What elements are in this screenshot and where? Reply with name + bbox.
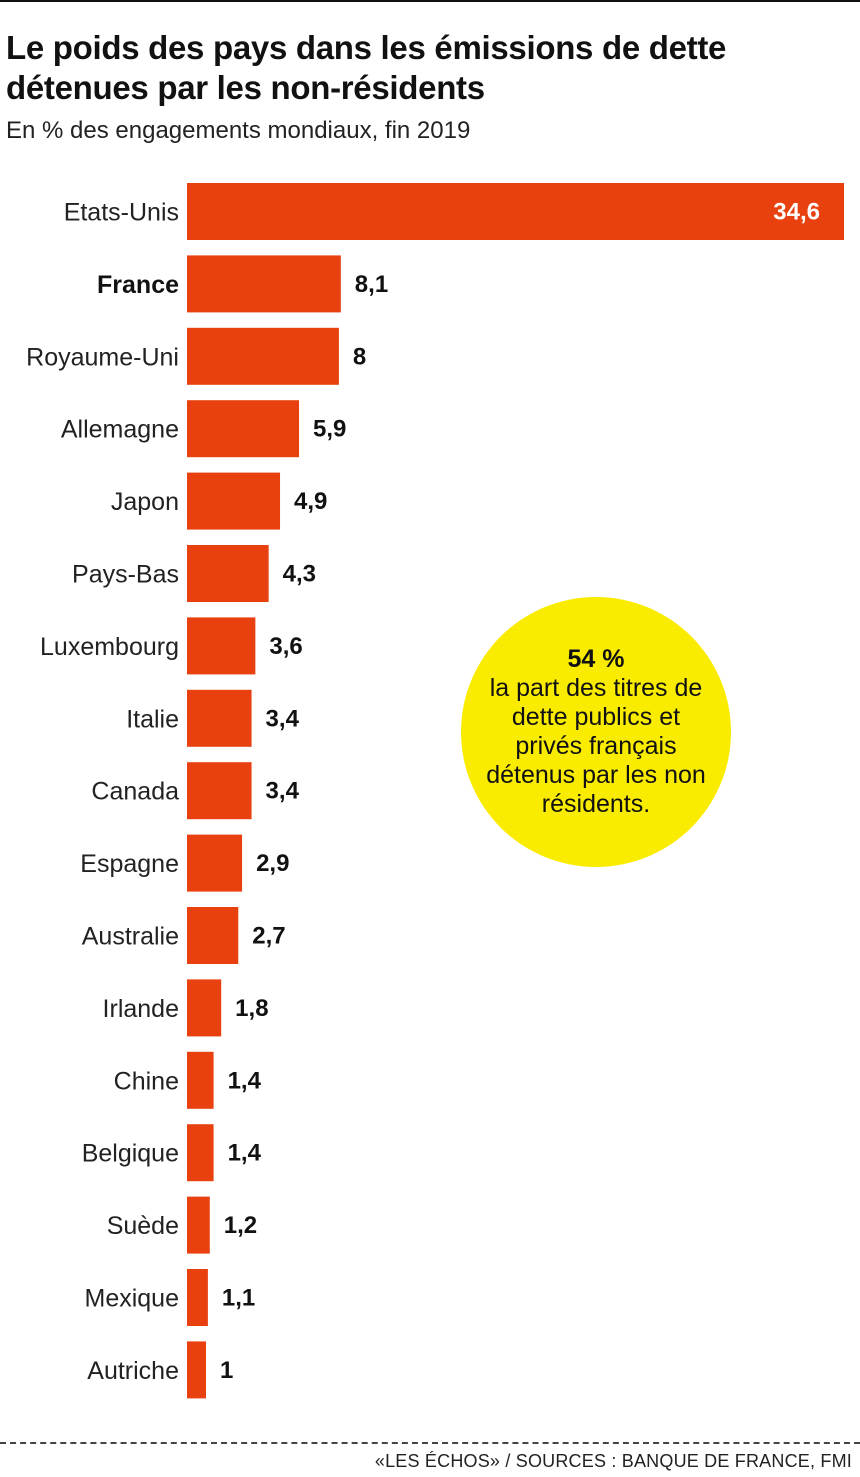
- category-label-france: France: [97, 271, 179, 299]
- bar-australie: [187, 907, 239, 964]
- bar-france: [187, 255, 341, 313]
- callout-circle: 54 % la part des titres de dette publics…: [461, 597, 731, 867]
- bar-belgique: [187, 1124, 214, 1182]
- category-label-mexique: Mexique: [85, 1285, 180, 1313]
- bar-allemagne: [187, 400, 300, 458]
- bar-irlande: [187, 979, 222, 1037]
- bar-canada: [187, 762, 252, 820]
- value-label-belgique: 1,4: [228, 1140, 262, 1167]
- bar-royaume-uni: [187, 327, 339, 385]
- value-label-allemagne: 5,9: [313, 416, 346, 443]
- bar-chine: [187, 1051, 214, 1109]
- bar-suede: [187, 1196, 210, 1254]
- value-label-australie: 2,7: [252, 923, 285, 950]
- value-label-japon: 4,9: [294, 488, 327, 515]
- top-rule: [0, 0, 860, 2]
- category-label-luxembourg: Luxembourg: [40, 633, 179, 661]
- chart-title: Le poids des pays dans les émissions de …: [6, 29, 727, 106]
- category-label-pays-bas: Pays-Bas: [72, 561, 179, 589]
- chart-subtitle: En % des engagements mondiaux, fin 2019: [6, 117, 471, 144]
- value-label-pays-bas: 4,3: [283, 561, 316, 588]
- bar-autriche: [187, 1341, 206, 1399]
- callout-text: la part des titres de dette publics et p…: [486, 674, 706, 818]
- bar-pays-bas: [187, 545, 269, 602]
- value-label-etats-unis: 34,6: [773, 199, 820, 226]
- callout-number: 54 %: [567, 645, 625, 673]
- value-label-chine: 1,4: [228, 1067, 262, 1094]
- bar-japon: [187, 472, 281, 530]
- value-label-luxembourg: 3,6: [269, 633, 302, 660]
- value-label-irlande: 1,8: [235, 995, 268, 1022]
- source-credit: «LES ÉCHOS» / SOURCES : BANQUE DE FRANCE…: [374, 1451, 852, 1471]
- category-label-chine: Chine: [114, 1067, 179, 1095]
- bar-etats-unis: [187, 183, 844, 240]
- bar-mexique: [187, 1269, 208, 1326]
- category-label-australie: Australie: [82, 923, 179, 951]
- category-label-canada: Canada: [91, 778, 179, 806]
- bar-chart: Etats-Unis 34,6 France 8,1 Royaume-Uni 8 Allem…: [26, 183, 844, 1399]
- value-label-suede: 1,2: [224, 1212, 257, 1239]
- value-label-canada: 3,4: [266, 778, 300, 805]
- category-label-belgique: Belgique: [82, 1140, 179, 1168]
- category-label-etats-unis: Etats-Unis: [64, 199, 179, 227]
- category-label-espagne: Espagne: [80, 850, 179, 878]
- bar-espagne: [187, 834, 243, 892]
- footer-divider: [0, 1442, 860, 1444]
- value-label-france: 8,1: [355, 271, 388, 298]
- category-label-royaume-uni: Royaume-Uni: [26, 343, 179, 371]
- category-label-japon: Japon: [111, 488, 179, 516]
- bar-italie: [187, 689, 252, 747]
- category-label-suede: Suède: [107, 1212, 179, 1240]
- value-label-autriche: 1: [220, 1357, 233, 1384]
- category-label-irlande: Irlande: [103, 995, 179, 1023]
- value-label-italie: 3,4: [266, 705, 300, 732]
- category-label-italie: Italie: [126, 705, 179, 733]
- value-label-espagne: 2,9: [256, 850, 289, 877]
- value-label-mexique: 1,1: [222, 1285, 255, 1312]
- value-label-royaume-uni: 8: [353, 343, 366, 370]
- category-label-autriche: Autriche: [87, 1357, 179, 1385]
- bar-luxembourg: [187, 617, 256, 675]
- category-label-allemagne: Allemagne: [61, 416, 179, 444]
